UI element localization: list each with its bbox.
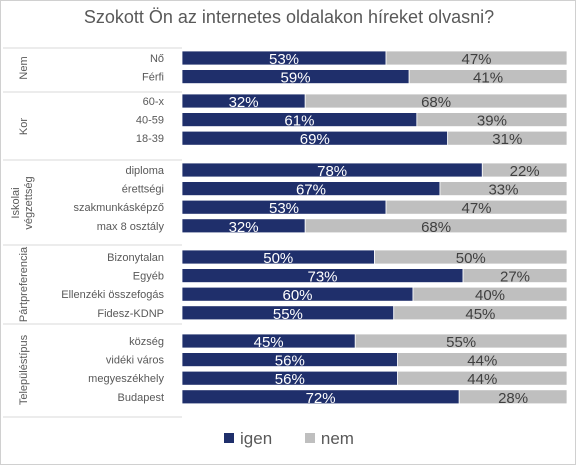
data-label-nem-60-x: 68% bbox=[421, 94, 451, 111]
bar-nem-max-8-osztaly bbox=[304, 218, 568, 234]
category-label-ellenzeki-osszefogas: Ellenzéki összefogás bbox=[61, 289, 164, 301]
group-label-telepulestipus: Településtípus bbox=[18, 334, 30, 405]
category-label-videki-varos: vidéki város bbox=[106, 355, 165, 367]
data-label-nem-diploma: 22% bbox=[510, 163, 540, 180]
category-label-egyeb: Egyéb bbox=[133, 271, 164, 283]
category-label-megyeszekhely: megyeszékhely bbox=[88, 373, 164, 385]
group-label-kor: Kor bbox=[18, 118, 30, 135]
category-label-erettsegi: érettségi bbox=[122, 184, 164, 196]
bar-nem-fidesz-kdnp bbox=[393, 305, 568, 321]
data-label-igen-videki-varos: 56% bbox=[275, 353, 305, 370]
bar-nem-kozseg bbox=[354, 333, 568, 349]
category-label-ferfi: Férfi bbox=[142, 72, 164, 84]
legend-swatch-nem bbox=[304, 433, 315, 443]
data-label-igen-ellenzeki-osszefogas: 60% bbox=[282, 287, 312, 304]
data-label-igen-szakmunkaskepzo: 53% bbox=[269, 200, 299, 217]
data-label-igen-max-8-osztaly: 32% bbox=[229, 219, 259, 236]
legend-swatch-igen bbox=[224, 433, 235, 443]
category-label-60-x: 60-x bbox=[143, 96, 165, 108]
group-label-iskolai-vegzettseg: Iskolaivégzettség bbox=[10, 176, 35, 229]
data-label-nem-bizonytalan: 50% bbox=[456, 250, 486, 267]
data-label-igen-fidesz-kdnp: 55% bbox=[273, 306, 303, 323]
bar-nem-ellenzeki-osszefogas bbox=[412, 286, 568, 302]
data-label-igen-60-x: 32% bbox=[229, 94, 259, 111]
chart-title: Szokott Ön az internetes oldalakon hírek… bbox=[83, 7, 495, 27]
bar-nem-megyeszekhely bbox=[397, 370, 568, 386]
bar-nem-videki-varos bbox=[397, 352, 568, 368]
group-label-partpreferencia: Pártpreferencia bbox=[18, 246, 30, 322]
bar-nem-szakmunkaskepzo bbox=[385, 199, 568, 215]
category-label-kozseg: község bbox=[129, 336, 164, 348]
bar-nem-egyeb bbox=[462, 268, 568, 284]
bar-nem-40-59 bbox=[416, 112, 568, 127]
legend-label-igen: igen bbox=[240, 429, 273, 448]
category-label-fidesz-kdnp: Fidesz-KDNP bbox=[97, 308, 164, 320]
category-label-bizonytalan: Bizonytalan bbox=[107, 252, 164, 264]
data-label-igen-kozseg: 45% bbox=[254, 334, 284, 351]
legend-item-igen: igen bbox=[224, 429, 272, 449]
data-label-nem-18-39: 31% bbox=[492, 131, 522, 148]
data-label-nem-ellenzeki-osszefogas: 40% bbox=[475, 287, 505, 304]
data-label-nem-szakmunkaskepzo: 47% bbox=[462, 200, 492, 217]
category-label-no: Nő bbox=[150, 53, 164, 65]
data-label-nem-max-8-osztaly: 68% bbox=[421, 219, 451, 236]
bar-nem-bizonytalan bbox=[374, 249, 568, 265]
data-label-nem-budapest: 28% bbox=[498, 390, 528, 407]
group-label-nem: Nem bbox=[18, 56, 30, 79]
category-label-40-59: 40-59 bbox=[136, 115, 164, 127]
legend-label-nem: nem bbox=[320, 429, 354, 448]
bar-nem-diploma bbox=[481, 162, 568, 178]
bar-nem-budapest bbox=[458, 389, 568, 405]
data-label-igen-bizonytalan: 50% bbox=[263, 250, 293, 267]
legend: igen nem bbox=[1, 429, 576, 449]
data-label-igen-megyeszekhely: 56% bbox=[275, 371, 305, 388]
data-label-igen-ferfi: 59% bbox=[281, 70, 311, 87]
data-label-igen-no: 53% bbox=[269, 51, 299, 68]
category-label-budapest: Budapest bbox=[118, 392, 164, 404]
bar-nem-no bbox=[385, 50, 568, 66]
data-label-igen-18-39: 69% bbox=[300, 131, 330, 148]
data-label-nem-no: 47% bbox=[462, 51, 492, 68]
data-label-igen-budapest: 72% bbox=[306, 390, 336, 407]
category-label-max-8-osztaly: max 8 osztály bbox=[97, 221, 165, 233]
data-label-nem-fidesz-kdnp: 45% bbox=[465, 306, 495, 323]
bar-nem-ferfi bbox=[408, 69, 568, 84]
legend-item-nem: nem bbox=[304, 429, 354, 449]
bar-nem-60-x bbox=[304, 93, 568, 109]
category-label-diploma: diploma bbox=[125, 165, 164, 177]
data-label-igen-egyeb: 73% bbox=[308, 269, 338, 286]
data-label-igen-40-59: 61% bbox=[284, 113, 314, 130]
bar-nem-18-39 bbox=[447, 130, 568, 146]
category-label-szakmunkaskepzo: szakmunkásképző bbox=[74, 202, 165, 214]
data-label-nem-ferfi: 41% bbox=[473, 70, 503, 87]
category-label-18-39: 18-39 bbox=[136, 133, 164, 145]
data-label-igen-diploma: 78% bbox=[317, 163, 347, 180]
data-label-nem-kozseg: 55% bbox=[446, 334, 476, 351]
data-label-nem-videki-varos: 44% bbox=[467, 353, 497, 370]
data-label-nem-egyeb: 27% bbox=[500, 269, 530, 286]
data-label-nem-megyeszekhely: 44% bbox=[467, 371, 497, 388]
bar-nem-erettsegi bbox=[439, 181, 568, 197]
data-label-nem-40-59: 39% bbox=[477, 113, 507, 130]
data-label-igen-erettsegi: 67% bbox=[296, 182, 326, 199]
data-label-nem-erettsegi: 33% bbox=[488, 182, 518, 199]
